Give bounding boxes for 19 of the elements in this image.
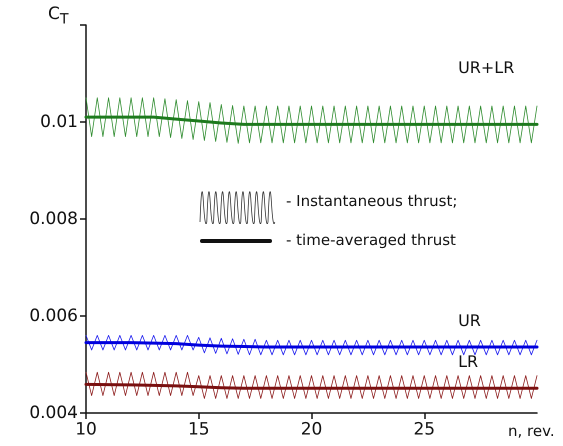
y-axis-title: C$_{T}$ — [48, 4, 69, 28]
x-tick-label: 15 — [188, 420, 210, 440]
line-series — [84, 116, 538, 126]
x-tick-label: 10 — [75, 420, 97, 440]
y-tick-label: 0.004 — [29, 403, 78, 423]
y-tick-label: 0.006 — [29, 306, 78, 326]
line-series — [86, 97, 538, 144]
y-tick-label: 0.01 — [40, 112, 78, 132]
annotation: - time-averaged thrust — [286, 231, 456, 249]
annotation: - Instantaneous thrust; — [286, 192, 458, 210]
series-label: UR+LR — [458, 58, 514, 77]
y-tick-label: 0.008 — [29, 209, 78, 229]
series-label: LR — [458, 352, 478, 372]
series-label: UR — [458, 311, 481, 330]
line-series — [86, 335, 538, 356]
x-tick-label: 20 — [300, 420, 322, 440]
x-axis-title: n, rev. — [508, 422, 555, 440]
line-series — [86, 372, 538, 399]
x-tick-label: 25 — [413, 420, 436, 440]
